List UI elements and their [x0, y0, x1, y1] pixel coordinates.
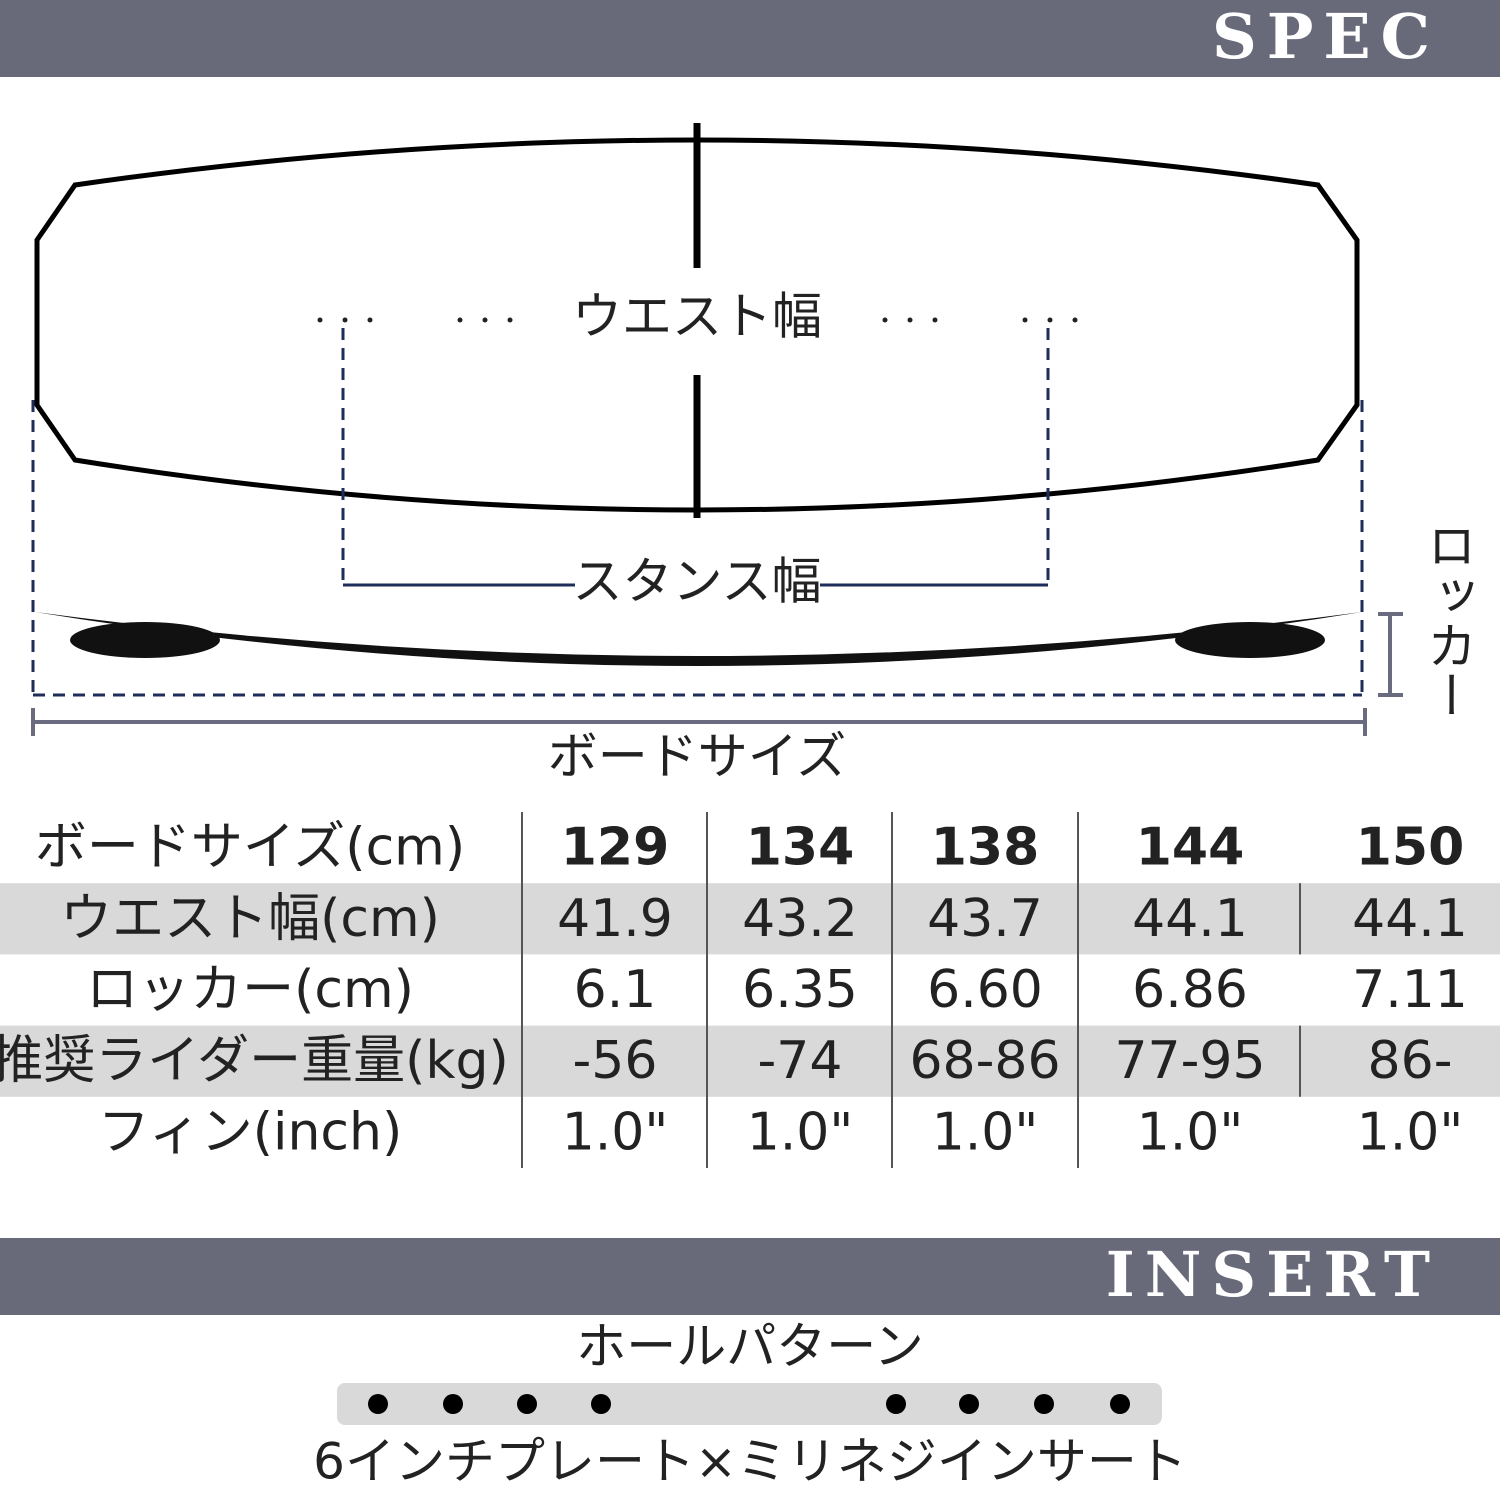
table-cell: -56	[573, 1031, 658, 1091]
table-cell: 7.11	[1352, 960, 1468, 1020]
table-cell: ウエスト幅(cm)	[60, 889, 440, 949]
row-bg	[0, 1025, 1500, 1097]
waist-label: ウエスト幅	[572, 288, 822, 346]
holes	[368, 1394, 1130, 1414]
table-cell: 6.60	[927, 960, 1043, 1020]
stance-label: スタンス幅	[573, 553, 822, 611]
table-cell: フィン(inch)	[98, 1102, 403, 1162]
header-bar	[0, 1238, 1500, 1315]
table-cell: 129	[561, 818, 670, 878]
table-cell: 138	[931, 818, 1040, 878]
table-cell: 44.1	[1132, 889, 1248, 949]
table-cell: 44.1	[1352, 889, 1468, 949]
table-cell: -74	[758, 1031, 843, 1091]
table-cell: ボードサイズ(cm)	[35, 818, 465, 878]
table-cell: 41.9	[557, 889, 673, 949]
header-bar	[0, 0, 1500, 77]
size-line	[31, 708, 1367, 736]
fin	[1175, 622, 1325, 658]
table-cell: 1.0"	[932, 1102, 1039, 1162]
table-cell: 6.86	[1132, 960, 1248, 1020]
row-bg	[0, 883, 1500, 955]
rocker-bracket	[1378, 612, 1403, 697]
table-cell: ロッカー(cm)	[86, 960, 414, 1020]
table-cell: 134	[746, 818, 855, 878]
hole-bar	[337, 1383, 1162, 1425]
board-diagram: ウエスト幅 スタンス幅 ロッカー ボードサイズ	[31, 123, 1477, 786]
table-cell: 6.1	[574, 960, 657, 1020]
table-cell: 1.0"	[1137, 1102, 1244, 1162]
table-cell: 1.0"	[562, 1102, 669, 1162]
board-profile	[35, 612, 1362, 666]
dots	[317, 317, 1078, 323]
table-cell: 144	[1136, 818, 1245, 878]
table-cell: 1.0"	[1357, 1102, 1464, 1162]
table-cell: 86-	[1368, 1031, 1453, 1091]
table-cell: 1.0"	[747, 1102, 854, 1162]
table-cell: 43.7	[927, 889, 1043, 949]
table-cell: 150	[1356, 818, 1465, 878]
spec-table: ボードサイズ(cm) 129 134 138 144 150 ウエスト幅(cm) 41.9 43…	[0, 812, 1500, 1168]
table-cell: 6.35	[742, 960, 858, 1020]
dashed-guides	[31, 328, 1364, 697]
table-cell: 68-86	[909, 1031, 1060, 1091]
insert-caption: 6インチプレート×ミリネジインサート	[313, 1433, 1187, 1491]
insert-header: INSERT	[1106, 1238, 1440, 1311]
spec-header: SPEC	[1212, 0, 1440, 73]
board-outline	[34, 137, 1360, 513]
table-cell: 推奨ライダー重量(kg)	[0, 1031, 509, 1091]
insert-title: ホールパターン	[576, 1318, 924, 1376]
table-cell: 77-95	[1114, 1031, 1265, 1091]
table-cell: 43.2	[742, 889, 858, 949]
fin	[70, 622, 220, 658]
rocker-label: ロッカー	[1419, 520, 1477, 720]
board-size-label: ボードサイズ	[548, 728, 847, 786]
